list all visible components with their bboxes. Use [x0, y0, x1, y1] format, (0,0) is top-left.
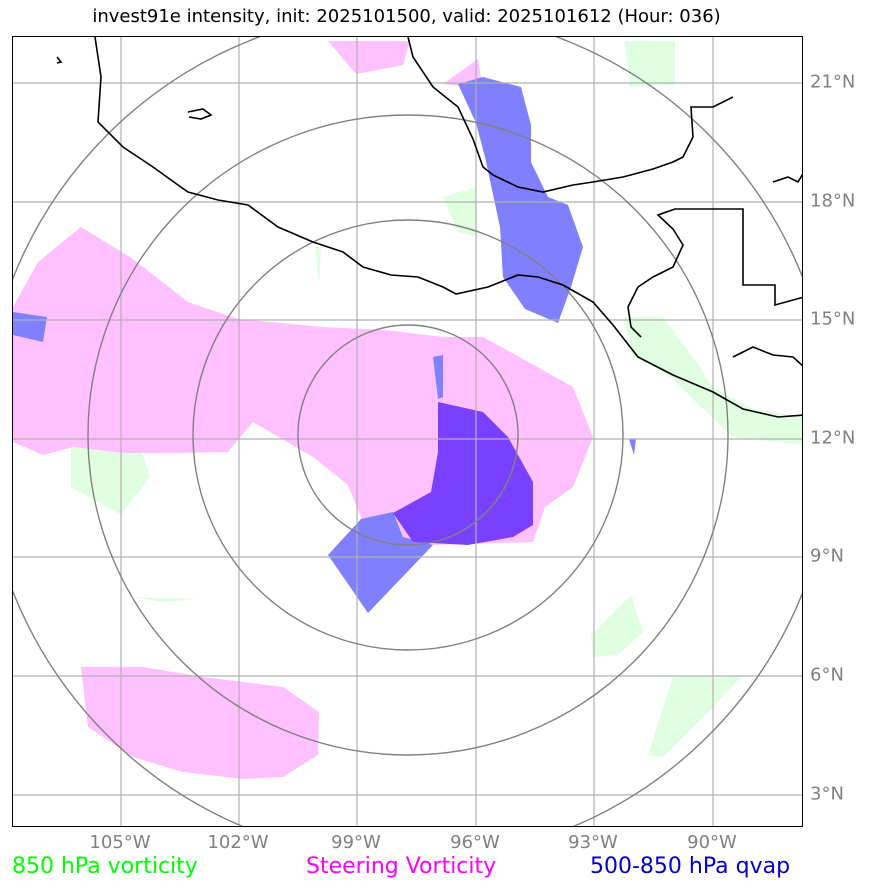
lon-label-105w: 105°W [89, 832, 151, 853]
lon-label-102w: 102°W [207, 832, 269, 853]
lat-label-9n: 9°N [810, 545, 844, 567]
lat-label-21n: 21°N [810, 71, 856, 93]
graticule [13, 37, 802, 826]
lat-label-3n: 3°N [810, 783, 844, 805]
map-plot-area [12, 36, 803, 827]
lon-label-90w: 90°W [687, 832, 737, 853]
lon-label-93w: 93°W [568, 832, 618, 853]
lat-label-15n: 15°N [810, 308, 856, 330]
lat-label-18n: 18°N [810, 190, 856, 212]
lon-label-99w: 99°W [331, 832, 381, 853]
legend-steering-vorticity: Steering Vorticity [306, 854, 497, 879]
legend-850-vorticity: 850 hPa vorticity [12, 854, 198, 879]
lat-label-6n: 6°N [810, 664, 844, 686]
coastlines [56, 37, 802, 418]
map-title: invest91e intensity, init: 2025101500, v… [92, 6, 721, 27]
lat-label-12n: 12°N [810, 427, 856, 449]
lon-label-96w: 96°W [450, 832, 500, 853]
overlap-layer [393, 402, 533, 545]
map-canvas [13, 37, 802, 826]
range-rings [13, 37, 802, 826]
legend-qvap: 500-850 hPa qvap [590, 854, 791, 879]
